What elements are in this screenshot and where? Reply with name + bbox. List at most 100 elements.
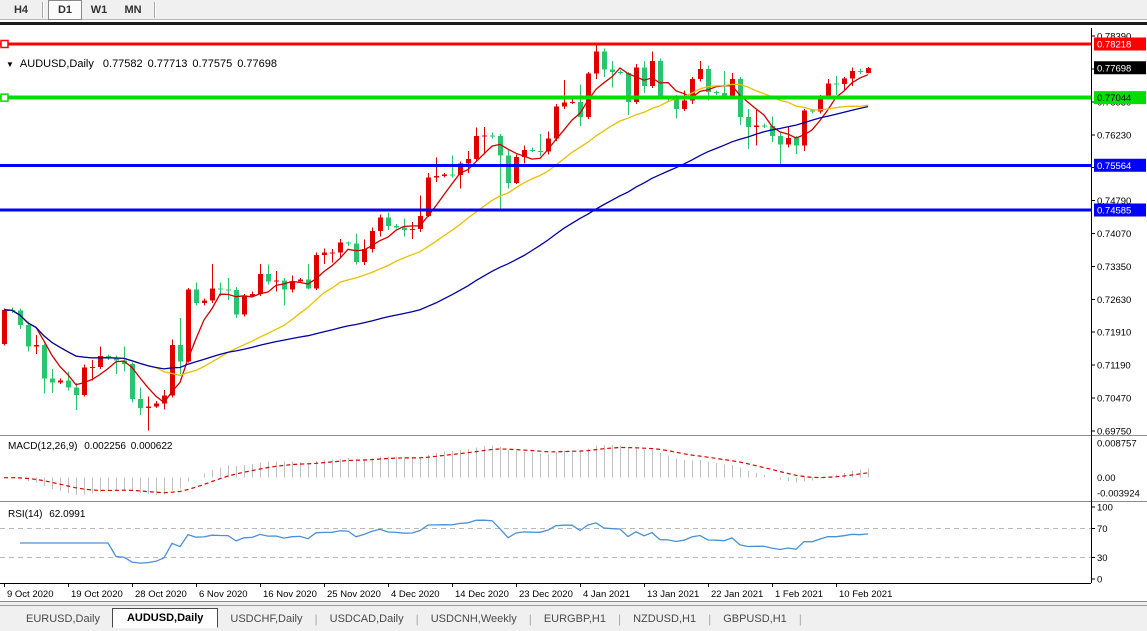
candle-body: [18, 310, 23, 325]
candle-body: [50, 378, 55, 383]
candle-body: [298, 279, 303, 282]
rsi-value: 62.0991: [49, 509, 86, 520]
candle-body: [634, 67, 639, 102]
candle-body: [762, 125, 767, 127]
rsi-axis-label: 30: [1097, 553, 1108, 564]
price-tick-label: 0.74070: [1097, 229, 1131, 240]
x-axis-label: 23 Dec 2020: [519, 589, 573, 600]
timeframe-button-d1[interactable]: D1: [48, 0, 82, 20]
chart-window[interactable]: ▼ AUDUSD,Daily 0.77582 0.77713 0.77575 0…: [0, 28, 1147, 601]
candle-body: [66, 380, 71, 388]
ohlc-close: 0.77698: [237, 58, 277, 70]
chart-tab-eurusd[interactable]: EURUSD,Daily: [26, 612, 100, 625]
candle-body: [570, 101, 575, 103]
x-axis-label: 9 Oct 2020: [7, 589, 53, 600]
chart-tab-audusd[interactable]: AUDUSD,Daily: [111, 608, 219, 628]
level-price-badge: [1094, 37, 1146, 51]
candle-body: [186, 289, 191, 362]
candle-body: [146, 406, 151, 409]
macd-main-value: 0.002256: [84, 441, 126, 452]
level-line-handle[interactable]: [0, 93, 9, 102]
candle-body: [170, 345, 175, 396]
candle-body: [490, 135, 495, 137]
candle-body: [866, 67, 871, 74]
x-axis-label: 4 Dec 2020: [391, 589, 440, 600]
indicator-collapse-icon[interactable]: ▼: [6, 59, 14, 69]
candle-body: [162, 395, 167, 404]
candle-body: [418, 216, 423, 229]
candle-body: [850, 70, 855, 79]
level-price-badge: [1094, 91, 1146, 105]
x-axis-label: 14 Dec 2020: [455, 589, 509, 600]
price-tick-label: 0.69750: [1097, 426, 1131, 437]
candle-body: [74, 387, 79, 395]
candle-body: [58, 380, 63, 383]
candle-body: [626, 73, 631, 102]
candle-body: [122, 360, 127, 365]
price-tick-label: 0.72630: [1097, 295, 1131, 306]
candle-body: [290, 281, 295, 290]
chart-tab-bar: EURUSD,Daily AUDUSD,Daily USDCHF,Daily | USD…: [0, 605, 1147, 631]
level-price-badge-text: 0.74585: [1097, 205, 1131, 216]
price-tick-label: 0.70470: [1097, 394, 1131, 405]
rsi-axis-label: 70: [1097, 524, 1108, 535]
candle-body: [522, 149, 527, 157]
price-tick-label: 0.78390: [1097, 32, 1131, 43]
tab-separator: |: [528, 611, 532, 626]
ohlc-high: 0.77713: [147, 58, 188, 70]
chart-symbol-period: AUDUSD,Daily: [19, 58, 94, 70]
candle-body: [834, 83, 839, 85]
timeframe-button-h4[interactable]: H4: [13, 3, 29, 16]
chart-tab-usdcnh[interactable]: USDCNH,Weekly: [430, 612, 517, 625]
level-price-badge-text: 0.75564: [1097, 161, 1131, 172]
toolbar-divider: [42, 1, 44, 18]
candle-body: [90, 366, 95, 368]
candle-body: [338, 242, 343, 253]
chart-tab-nzdusd[interactable]: NZDUSD,H1: [633, 612, 697, 625]
candle-body: [322, 252, 327, 256]
candle-body: [226, 289, 231, 291]
candle-body: [770, 126, 775, 137]
chart-background: [0, 28, 1147, 601]
price-tick-label: 0.71910: [1097, 328, 1131, 339]
tab-separator: |: [798, 611, 802, 626]
candle-body: [410, 228, 415, 230]
timeframe-button-w1[interactable]: W1: [90, 3, 108, 16]
candle-body: [354, 243, 359, 262]
x-axis-label: 13 Jan 2021: [647, 589, 699, 600]
price-tick-label: 0.74790: [1097, 196, 1131, 207]
candle-body: [778, 136, 783, 145]
candle-body: [274, 280, 279, 282]
candle-body: [594, 51, 599, 74]
level-line-handle[interactable]: [0, 39, 9, 49]
candle-body: [362, 249, 367, 262]
candle-body: [602, 51, 607, 70]
chart-canvas[interactable]: 9 Oct 2020 19 Oct 2020 28 Oct 2020 6 Nov 20…: [0, 28, 1147, 601]
candle-body: [386, 217, 391, 227]
candle-body: [642, 67, 647, 86]
candle-body: [826, 83, 831, 97]
timeframe-button-mn[interactable]: MN: [124, 3, 142, 16]
candle-body: [202, 300, 207, 303]
candle-body: [242, 296, 247, 315]
x-axis-label: 16 Nov 2020: [263, 589, 317, 600]
tab-separator: |: [415, 611, 419, 626]
chart-tab-usdcad[interactable]: USDCAD,Daily: [329, 612, 404, 625]
rsi-axis-label: 100: [1097, 503, 1113, 514]
x-axis-label: 4 Jan 2021: [583, 589, 630, 600]
candle-body: [578, 101, 583, 118]
candle-body: [210, 288, 215, 301]
x-axis-label: 6 Nov 2020: [199, 589, 248, 600]
candle-body: [546, 138, 551, 152]
candle-body: [498, 136, 503, 156]
candle-body: [474, 136, 479, 160]
moving-average-50: [3, 105, 869, 370]
chart-window-top-border: [0, 22, 1147, 25]
chart-tab-gbpusd[interactable]: GBPUSD,H1: [723, 612, 787, 625]
current-price-badge: [1094, 61, 1146, 75]
chart-tab-usdchf[interactable]: USDCHF,Daily: [230, 612, 303, 625]
candle-body: [266, 274, 271, 282]
ohlc-low: 0.77575: [192, 58, 233, 70]
chart-tab-eurgbp[interactable]: EURGBP,H1: [543, 612, 606, 625]
candle-body: [82, 367, 87, 395]
